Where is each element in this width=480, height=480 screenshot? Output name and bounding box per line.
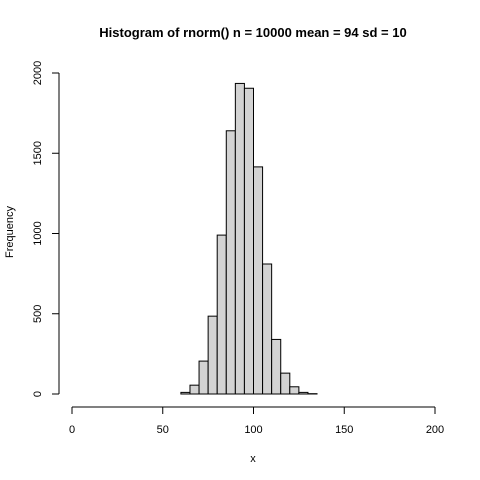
y-tick-label: 1000	[32, 221, 44, 245]
histogram-bar	[289, 386, 300, 395]
x-tick-label: 0	[69, 424, 75, 436]
histogram-bar	[243, 87, 254, 395]
x-axis-label: x	[250, 453, 256, 465]
histogram-bar	[234, 82, 245, 395]
histogram-bar	[271, 338, 282, 395]
histogram-bar	[298, 391, 309, 395]
histogram-bar	[225, 130, 236, 395]
x-tick-label: 200	[426, 424, 444, 436]
y-axis: 0 500 1000 1500 2000	[32, 61, 60, 397]
histogram-bar	[216, 234, 227, 395]
bars-group	[180, 82, 318, 395]
y-tick-label: 0	[32, 391, 44, 397]
x-tick-label: 100	[244, 424, 262, 436]
histogram-bar	[262, 263, 273, 395]
histogram-bar	[253, 166, 264, 395]
histogram-bar	[280, 372, 291, 395]
histogram-bar	[180, 391, 191, 395]
histogram-bar	[207, 315, 218, 395]
x-tick-label: 150	[335, 424, 353, 436]
histogram-bar	[198, 360, 209, 395]
histogram-bar	[189, 384, 200, 395]
chart-title: Histogram of rnorm() n = 10000 mean = 94…	[99, 25, 406, 40]
y-tick-label: 500	[32, 305, 44, 323]
y-tick-label: 2000	[32, 61, 44, 85]
y-axis-label: Frequency	[4, 206, 16, 258]
y-tick-label: 1500	[32, 141, 44, 165]
x-tick-label: 50	[157, 424, 169, 436]
x-axis: 0 50 100 150 200	[69, 406, 444, 436]
